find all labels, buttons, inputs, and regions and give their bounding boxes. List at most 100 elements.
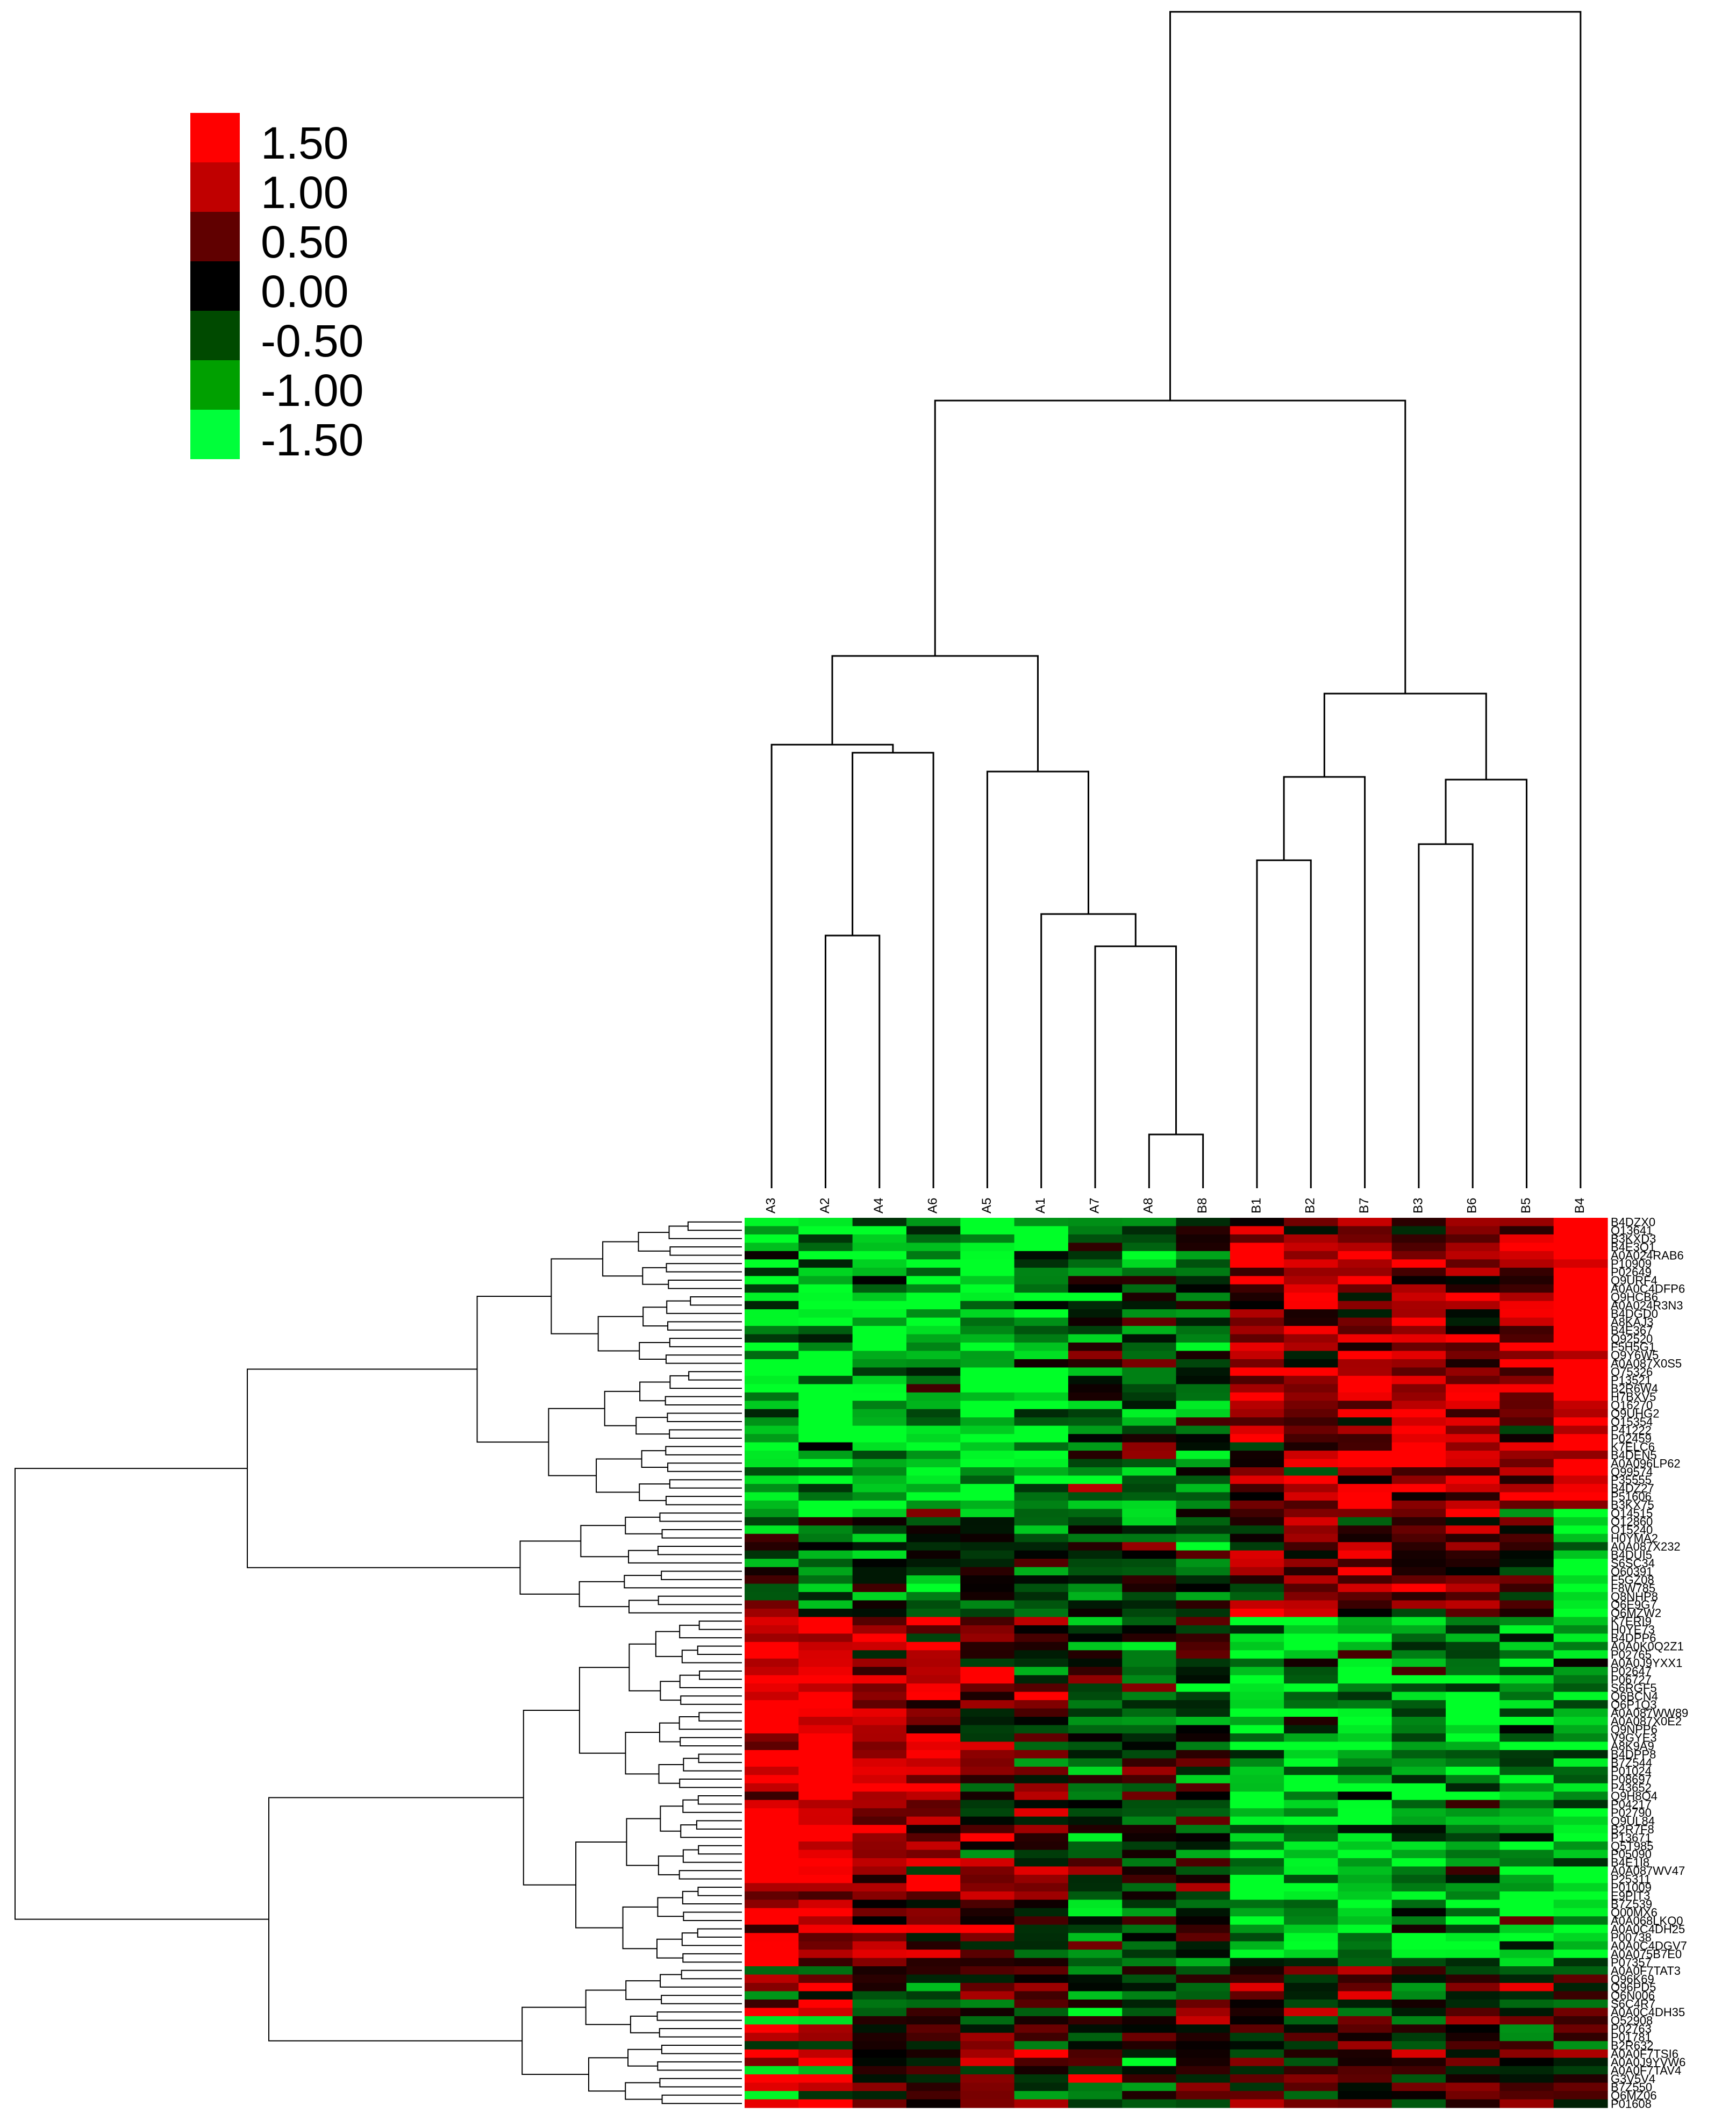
heatmap-cell: [1338, 1559, 1392, 1568]
dendrogram-link: [665, 1354, 742, 1364]
heatmap-cell: [1338, 1276, 1392, 1285]
heatmap-cell: [1284, 2074, 1339, 2083]
heatmap-cell: [1122, 1301, 1177, 1310]
heatmap-cell: [852, 1766, 907, 1775]
heatmap-cell: [852, 1825, 907, 1834]
heatmap-cell: [906, 1950, 961, 1959]
heatmap-cell: [1284, 1492, 1339, 1501]
heatmap-cell: [906, 1459, 961, 1468]
heatmap-cell: [1284, 1625, 1339, 1634]
dendrogram-link: [578, 1667, 630, 1754]
heatmap-cell: [960, 1833, 1015, 1842]
heatmap-cell: [1553, 1966, 1608, 1975]
heatmap-cell: [1230, 1958, 1284, 1967]
heatmap-cell: [1176, 1509, 1231, 1518]
heatmap-cell: [1553, 1683, 1608, 1693]
heatmap-cell: [1499, 2041, 1554, 2050]
dendrogram-link: [476, 1295, 552, 1443]
heatmap-cell: [745, 1500, 799, 1509]
heatmap-cell: [960, 1891, 1015, 1900]
heatmap-cell: [1499, 1234, 1554, 1243]
heatmap-cell: [906, 1816, 961, 1825]
heatmap-cell: [1499, 1667, 1554, 1676]
heatmap-cell: [1014, 1301, 1069, 1310]
row-label: B4DPP8: [1611, 1748, 1656, 1761]
heatmap-cell: [1499, 1758, 1554, 1767]
heatmap-cell: [1338, 1226, 1392, 1235]
heatmap-cell: [1176, 1750, 1231, 1759]
heatmap-cell: [798, 1866, 853, 1875]
color-legend: 1.501.000.500.00-0.50-1.00-1.50: [190, 113, 363, 465]
heatmap-cell: [1014, 1982, 1069, 1992]
heatmap-cell: [1446, 1966, 1500, 1975]
heatmap-cell: [745, 1592, 799, 1601]
heatmap-cell: [1014, 1375, 1069, 1384]
dendrogram-link: [627, 2048, 662, 2067]
legend-label: 0.00: [261, 266, 349, 317]
heatmap-cell: [1230, 1425, 1284, 1434]
heatmap-cell: [1014, 1425, 1069, 1434]
heatmap-cell: [798, 1218, 853, 1227]
heatmap-cell: [1176, 1966, 1231, 1975]
heatmap-cell: [1499, 1583, 1554, 1593]
heatmap-cell: [1446, 1667, 1500, 1676]
heatmap-cell: [906, 2099, 961, 2108]
heatmap-cell: [960, 1267, 1015, 1276]
legend-swatch: [190, 410, 240, 459]
heatmap-cell: [1230, 1334, 1284, 1343]
heatmap-cell: [745, 1858, 799, 1867]
heatmap-cell: [960, 1883, 1015, 1892]
heatmap-cell: [1338, 2058, 1392, 2067]
heatmap-cell: [1284, 1675, 1339, 1684]
heatmap-cell: [1499, 1309, 1554, 1318]
heatmap-cell: [1122, 1791, 1177, 1801]
heatmap-cell: [960, 1500, 1015, 1509]
heatmap-cell: [1176, 1367, 1231, 1376]
heatmap-cell: [1284, 1950, 1339, 1959]
heatmap-cell: [1553, 2074, 1608, 2083]
heatmap-cell: [1446, 1941, 1500, 1950]
heatmap-cell: [1446, 1675, 1500, 1684]
heatmap-cell: [1499, 1451, 1554, 1460]
heatmap-cell: [745, 1841, 799, 1851]
column-label: B1: [1249, 1198, 1263, 1214]
heatmap-cell: [1068, 1791, 1123, 1801]
heatmap-cell: [1338, 1816, 1392, 1825]
heatmap-cell: [1176, 1924, 1231, 1933]
heatmap-cell: [745, 1367, 799, 1376]
heatmap-cell: [906, 1708, 961, 1717]
heatmap-cell: [745, 1243, 799, 1252]
heatmap-cell: [1176, 1243, 1231, 1252]
heatmap-cell: [745, 1816, 799, 1825]
dendrogram-link: [696, 1820, 742, 1830]
column-label: A6: [925, 1198, 940, 1214]
dendrogram-link: [625, 1980, 662, 2000]
heatmap-cell: [1122, 1226, 1177, 1235]
heatmap-cell: [1391, 1301, 1446, 1310]
heatmap-cell: [1230, 1284, 1284, 1293]
heatmap-cell: [1176, 1800, 1231, 1809]
heatmap-cell: [1176, 2032, 1231, 2042]
heatmap-cell: [1230, 1517, 1284, 1526]
heatmap-cell: [1284, 1658, 1339, 1667]
dendrogram-link: [625, 1516, 662, 1534]
heatmap-cell: [1014, 2082, 1069, 2092]
heatmap-cell: [745, 1725, 799, 1734]
heatmap-cell: [1230, 2032, 1284, 2042]
heatmap-cell: [1446, 2082, 1500, 2092]
heatmap-cell: [1499, 1293, 1554, 1302]
heatmap-cell: [1176, 1717, 1231, 1726]
heatmap-cell: [745, 2024, 799, 2033]
heatmap-cell: [960, 1974, 1015, 1983]
heatmap-cell: [798, 1359, 853, 1368]
row-label: B4E367: [1611, 1324, 1653, 1337]
heatmap-cell: [1014, 1500, 1069, 1509]
heatmap-cell: [798, 1434, 853, 1443]
heatmap-cell: [852, 1608, 907, 1618]
heatmap-cell: [1338, 1700, 1392, 1709]
heatmap-cell: [1230, 1276, 1284, 1285]
heatmap-cell: [1230, 2058, 1284, 2067]
heatmap-cell: [1338, 1708, 1392, 1717]
heatmap-cell: [1446, 1542, 1500, 1551]
heatmap-cell: [1284, 1708, 1339, 1717]
